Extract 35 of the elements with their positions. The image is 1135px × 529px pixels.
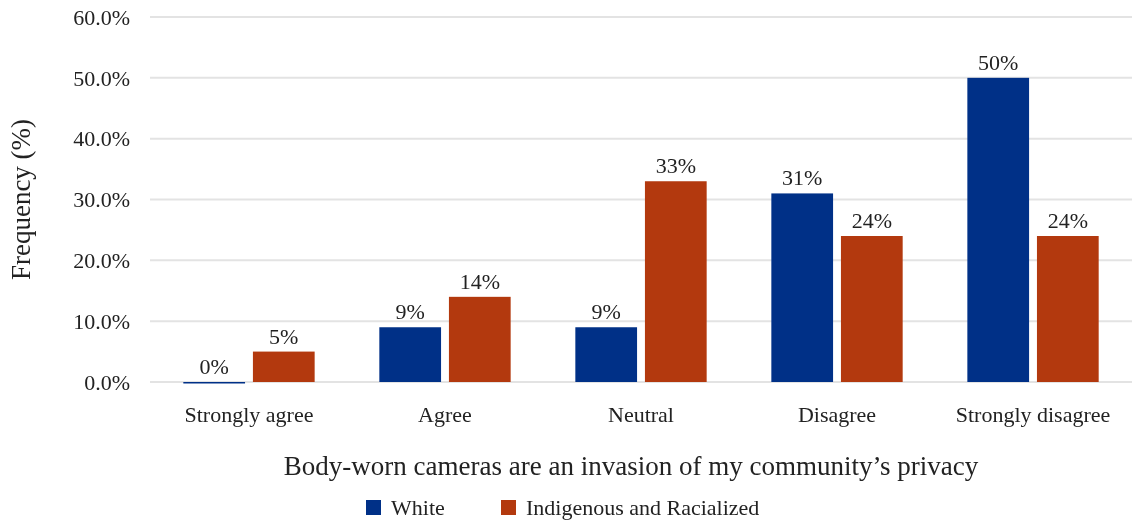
y-tick-label: 10.0% xyxy=(73,308,130,334)
data-label: 5% xyxy=(269,323,299,349)
y-axis-title: Frequency (%) xyxy=(6,118,36,281)
data-label: 9% xyxy=(591,299,621,325)
x-tick-label: Strongly disagree xyxy=(955,402,1111,427)
legend-label: White xyxy=(391,495,445,520)
data-label: 50% xyxy=(978,49,1019,75)
bar xyxy=(1036,236,1099,382)
data-label: 14% xyxy=(459,268,500,294)
y-tick-label: 30.0% xyxy=(73,187,130,213)
data-label: 31% xyxy=(782,165,823,191)
bar xyxy=(252,351,315,382)
bar xyxy=(448,296,511,382)
bar xyxy=(771,193,834,382)
x-axis-title: Body-worn cameras are an invasion of my community’s privacy xyxy=(283,451,979,481)
legend-label: Indigenous and Racialized xyxy=(526,495,760,520)
bar xyxy=(379,327,442,382)
data-label: 0% xyxy=(199,354,229,379)
y-tick-label: 0.0% xyxy=(84,369,130,395)
data-label: 24% xyxy=(851,208,892,233)
y-tick-label: 20.0% xyxy=(73,248,130,274)
data-label: 9% xyxy=(395,299,425,325)
bar xyxy=(575,327,638,382)
y-tick-label: 40.0% xyxy=(73,126,130,152)
x-tick-label: Strongly agree xyxy=(184,402,314,427)
bar xyxy=(967,77,1030,382)
x-tick-label: Agree xyxy=(418,402,472,427)
bar xyxy=(840,236,903,382)
y-tick-label: 50.0% xyxy=(73,65,130,91)
data-label: 24% xyxy=(1047,208,1088,233)
x-tick-label: Disagree xyxy=(797,402,877,427)
y-tick-label: 60.0% xyxy=(73,4,130,30)
x-tick-label: Neutral xyxy=(608,402,674,427)
bar xyxy=(644,181,707,382)
data-label: 33% xyxy=(655,153,696,179)
